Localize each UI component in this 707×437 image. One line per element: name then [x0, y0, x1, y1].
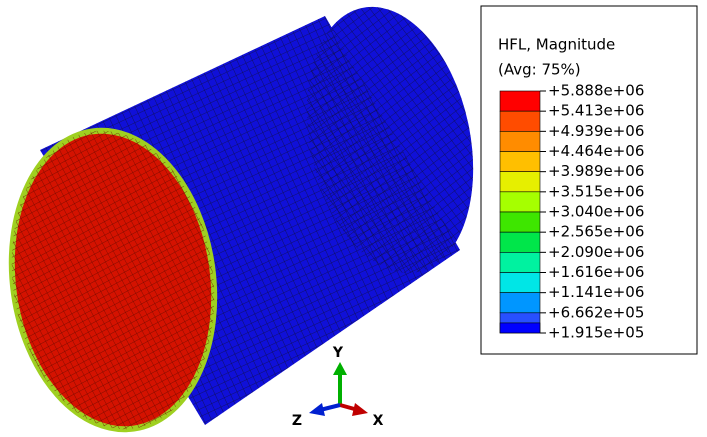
legend-label: +5.888e+06: [548, 82, 644, 100]
color-band: [500, 152, 540, 172]
legend-label: +2.565e+06: [548, 223, 644, 241]
legend-label: +1.915e+05: [548, 324, 644, 342]
color-band: [500, 293, 540, 313]
color-band: [500, 131, 540, 151]
legend-label: +1.141e+06: [548, 283, 644, 301]
triad: Y Z X: [292, 345, 384, 429]
legend-label: +1.616e+06: [548, 263, 644, 281]
legend-subtitle: (Avg: 75%): [498, 61, 581, 79]
legend-label: +5.413e+06: [548, 102, 644, 120]
color-band: [500, 111, 540, 131]
color-band: [500, 273, 540, 293]
viewport: HFL, Magnitude (Avg: 75%) +5.888e+06 +5.4…: [0, 0, 707, 437]
legend-label: +3.515e+06: [548, 182, 644, 200]
axis-z-label: Z: [292, 413, 302, 429]
color-band: [500, 323, 540, 333]
legend-label: +2.090e+06: [548, 243, 644, 261]
legend-label: +6.662e+05: [548, 303, 644, 321]
color-band: [500, 232, 540, 252]
cylinder: [0, 0, 496, 437]
axis-y-label: Y: [332, 345, 344, 361]
color-band: [500, 212, 540, 232]
color-band: [500, 252, 540, 272]
legend-label: +4.939e+06: [548, 122, 644, 140]
legend-label: +3.989e+06: [548, 162, 644, 180]
page: HFL, Magnitude (Avg: 75%) +5.888e+06 +5.4…: [0, 0, 707, 437]
color-band: [500, 91, 540, 111]
legend-title: HFL, Magnitude: [498, 36, 615, 54]
color-band: [500, 192, 540, 212]
legend-label: +4.464e+06: [548, 142, 644, 160]
color-band: [500, 172, 540, 192]
legend-label: +3.040e+06: [548, 203, 644, 221]
axis-x-label: X: [373, 413, 384, 429]
